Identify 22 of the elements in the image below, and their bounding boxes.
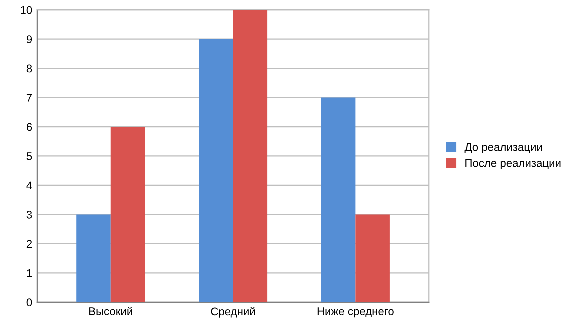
bar (199, 39, 234, 302)
bar (233, 10, 268, 302)
y-tick-label: 8 (26, 64, 32, 73)
y-tick-label: 5 (26, 152, 32, 160)
y-tick-label: 1 (27, 270, 32, 278)
y-tick-label: 0 (26, 298, 32, 307)
y-tick-label: 10 (21, 6, 32, 14)
x-tick-label: Средний (211, 307, 256, 318)
x-tick-label: Ниже среднего (318, 308, 394, 318)
y-tick-label: 3 (26, 210, 32, 219)
bar (76, 214, 111, 302)
y-tick-label: 4 (26, 182, 32, 190)
bar (321, 98, 356, 302)
y-tick-label: 7 (26, 94, 32, 102)
bar (356, 214, 390, 302)
y-tick-label: 6 (26, 123, 32, 132)
legend-label: После реализации (466, 159, 561, 170)
legend-label: До реализации (464, 144, 542, 154)
y-tick-label: 9 (26, 36, 32, 44)
y-tick-label: 2 (26, 240, 32, 248)
x-tick-label: Высокий (90, 307, 132, 316)
bar (110, 127, 146, 302)
